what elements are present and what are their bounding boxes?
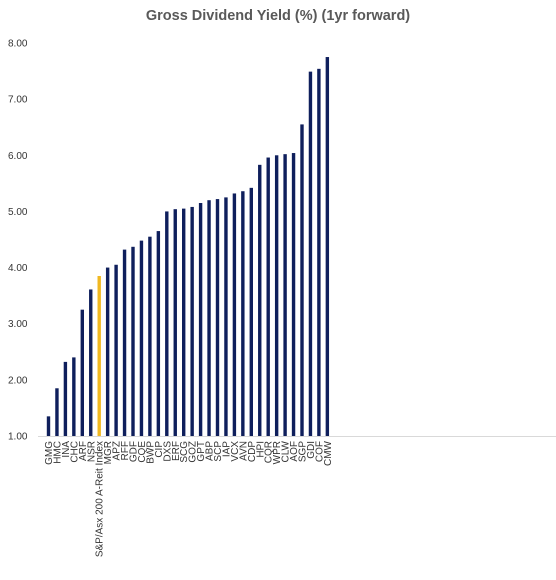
- bar: [241, 191, 245, 436]
- bar: [198, 203, 203, 436]
- x-tick-label: CQE: [137, 441, 148, 463]
- y-tick-label: 6.00: [8, 151, 28, 162]
- x-tick-label: VCX: [230, 441, 241, 462]
- y-tick-label: 7.00: [8, 95, 28, 106]
- chart-title: Gross Dividend Yield (%) (1yr forward): [145, 8, 411, 24]
- x-tick-label: ABP: [205, 441, 216, 461]
- x-tick-label: GOZ: [188, 441, 199, 463]
- bar: [317, 68, 321, 436]
- x-tick-label: CIP: [154, 441, 165, 458]
- x-tick-label: IAP: [221, 441, 232, 457]
- bar: [63, 361, 68, 436]
- x-tick-label: AOF: [289, 441, 300, 462]
- bar: [156, 231, 161, 436]
- x-tick-label: DXS: [162, 441, 173, 462]
- y-tick-label: 8.00: [8, 39, 28, 50]
- bar: [131, 246, 135, 436]
- x-tick-label: AVN: [238, 441, 249, 461]
- x-tick-label: GDI: [306, 441, 317, 459]
- x-tick-label: SGP: [298, 441, 309, 462]
- x-tick-label: GMG: [44, 441, 55, 465]
- x-tick-label: ARF: [78, 441, 89, 461]
- x-tick-label: CQR: [264, 441, 275, 463]
- y-axis-ticks: 1.00 2.00 3.00 4.00 5.00 6.00 7.00 8.00: [8, 39, 28, 443]
- x-tick-label: CLW: [281, 440, 292, 462]
- y-tick-label: 4.00: [8, 263, 28, 274]
- x-tick-label: GDF: [129, 441, 140, 462]
- x-tick-label: HPI: [255, 441, 266, 458]
- x-tick-label: HMC: [52, 441, 63, 464]
- bar: [105, 267, 110, 436]
- x-tick-label: S&P/Asx 200 A-Reit Index: [95, 441, 106, 557]
- bar: [325, 57, 330, 436]
- bar: [283, 154, 287, 436]
- x-tick-label: COF: [314, 441, 325, 462]
- bar: [165, 211, 169, 436]
- x-tick-label: MGR: [103, 441, 114, 464]
- y-tick-label: 2.00: [8, 375, 28, 386]
- bar: [80, 309, 84, 436]
- y-tick-label: 5.00: [8, 207, 28, 218]
- bar: [114, 264, 118, 436]
- x-tick-label: CHC: [69, 441, 80, 463]
- bar: [148, 236, 152, 436]
- bar: [173, 209, 177, 436]
- x-tick-label: WPR: [272, 441, 283, 464]
- bar: [182, 208, 186, 436]
- x-tick-label: CMW: [323, 440, 334, 466]
- x-tick-label: GPT: [196, 441, 207, 462]
- bar: [274, 155, 279, 437]
- x-tick-label: RFF: [120, 441, 131, 460]
- bar: [89, 289, 93, 436]
- x-tick-label: BWP: [145, 441, 156, 464]
- bar: [249, 187, 253, 436]
- bar: [232, 193, 237, 436]
- x-tick-label: INA: [61, 441, 72, 458]
- bar: [300, 124, 304, 436]
- bar: [215, 199, 220, 436]
- bar: [97, 275, 101, 436]
- x-tick-label: SCP: [213, 441, 224, 462]
- bars: [46, 57, 330, 437]
- x-tick-label: ERF: [171, 441, 182, 461]
- bar: [224, 197, 228, 436]
- bar: [258, 164, 262, 436]
- bar: [291, 153, 296, 437]
- bar: [55, 388, 59, 436]
- bar: [266, 157, 270, 436]
- x-tick-label: CDP: [247, 441, 258, 462]
- bar: [190, 206, 194, 436]
- bar: [308, 71, 313, 436]
- y-tick-label: 3.00: [8, 319, 28, 330]
- bar: [207, 200, 211, 436]
- x-tick-label: APZ: [112, 441, 123, 460]
- bar: [122, 249, 127, 436]
- x-tick-label: SCG: [179, 441, 190, 463]
- bar: [46, 416, 51, 436]
- y-tick-label: 1.00: [8, 432, 28, 443]
- bar: [72, 357, 76, 436]
- bar: [139, 240, 144, 436]
- x-tick-label: NSR: [86, 441, 97, 462]
